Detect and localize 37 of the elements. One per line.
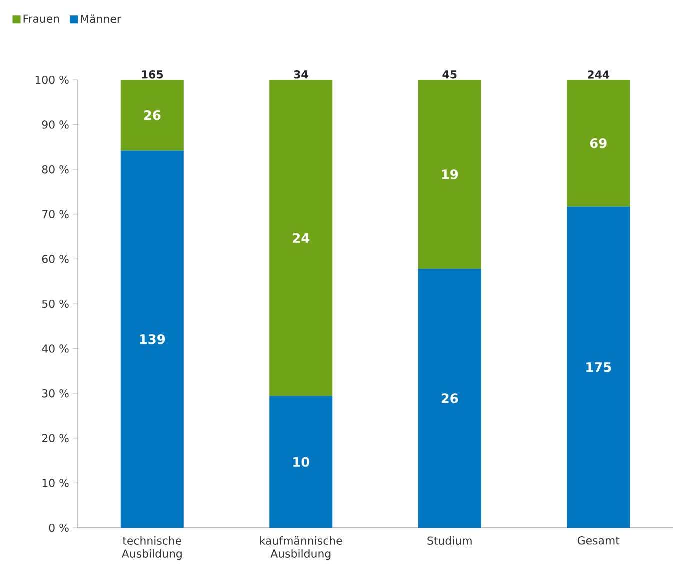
annotation: 175 (586, 362, 612, 372)
bar (567, 206, 630, 528)
y-tick-label: 80 % (42, 165, 69, 174)
text: 34 (294, 70, 308, 79)
y-tick-label: 60 % (42, 255, 69, 264)
bar (120, 80, 184, 151)
annotation: 24 (293, 233, 310, 243)
y-tick-label: 50 % (42, 300, 69, 308)
bar (418, 269, 482, 528)
legend-label: Frauen (24, 14, 60, 24)
x-tick-label: kaufmännische Ausbildung (260, 536, 342, 560)
y-tick-label: 10 % (42, 479, 69, 488)
x-tick-label: technische Ausbildung (122, 536, 182, 560)
annotation: 139 (140, 334, 166, 344)
bar (270, 396, 333, 528)
y-tick-label: 0 % (49, 524, 69, 532)
annotation: 69 (590, 138, 607, 148)
y-tick-label: 20 % (42, 434, 69, 443)
y-tick-label: 70 % (42, 210, 69, 219)
annotation: 19 (442, 170, 458, 180)
annotation: 26 (144, 110, 161, 120)
y-tick-label: 40 % (42, 344, 69, 353)
y-tick-label: 90 % (42, 120, 69, 129)
bar (567, 80, 630, 207)
bar (270, 80, 333, 396)
annotation: 26 (442, 394, 458, 404)
y-tick-label: 30 % (42, 389, 69, 398)
x-tick-label: Studium (428, 536, 472, 545)
text: 244 (588, 70, 610, 79)
legend-label: Männer (81, 14, 122, 24)
text: 165 (142, 70, 164, 79)
y-tick-label: 100 % (36, 76, 69, 84)
text: 45 (442, 70, 457, 79)
x-tick-label: Gesamt (578, 536, 620, 545)
bar (418, 80, 482, 270)
annotation: 10 (294, 457, 310, 468)
bar (120, 150, 184, 528)
